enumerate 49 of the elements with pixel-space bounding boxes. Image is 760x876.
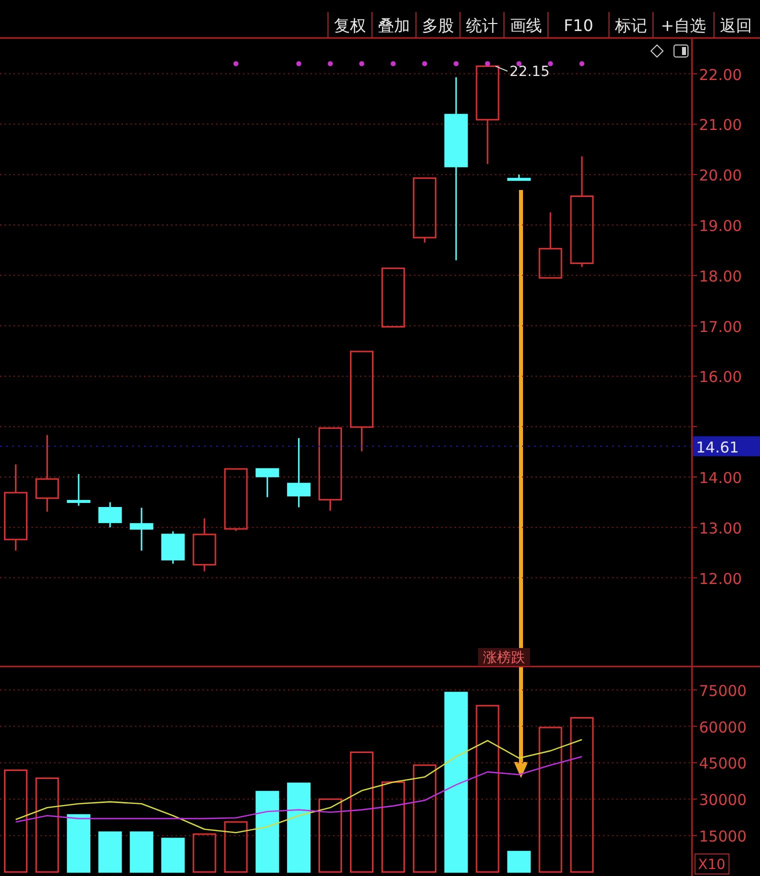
bar	[318, 798, 342, 873]
bar	[66, 814, 90, 873]
y-tick-label: 17.00	[699, 318, 742, 336]
text: 多股	[422, 16, 454, 35]
line-series	[15, 756, 583, 823]
bar	[476, 704, 500, 873]
text: 标记	[614, 16, 647, 35]
bar	[98, 831, 122, 873]
y-tick-label: 30000	[699, 791, 747, 810]
bar	[507, 850, 531, 873]
y-tick-label: 60000	[699, 718, 747, 736]
bar	[35, 778, 59, 873]
bar	[256, 790, 280, 873]
line-series	[15, 738, 583, 834]
text: 叠加	[378, 16, 410, 35]
text: X10	[698, 857, 726, 873]
bar	[287, 782, 311, 873]
bar	[412, 764, 436, 873]
text: 复权	[334, 16, 366, 35]
bar	[130, 831, 154, 873]
y-tick-label: 75000	[699, 682, 747, 700]
text: +自选	[660, 16, 706, 35]
bar	[381, 781, 405, 873]
bar	[4, 769, 28, 873]
y-tick-label: 21.00	[699, 116, 742, 134]
ref-line-label: 14.61	[696, 438, 739, 456]
y-tick-label: 19.00	[699, 216, 742, 235]
y-tick-label: 18.00	[699, 267, 742, 286]
bar	[224, 821, 248, 873]
y-tick-label: 14.00	[699, 468, 742, 487]
text: 画线	[510, 16, 542, 35]
bar	[570, 717, 594, 873]
text: 统计	[466, 16, 498, 35]
y-tick-label: 13.00	[699, 519, 742, 538]
text: F10	[564, 16, 594, 35]
y-tick-label: 20.00	[699, 166, 742, 185]
annotation: 涨榜跌	[483, 650, 525, 666]
bar	[161, 838, 185, 873]
y-tick-label: 22.00	[699, 66, 742, 84]
bar	[350, 752, 374, 873]
y-tick-label: 12.00	[699, 570, 742, 588]
bar	[538, 726, 562, 873]
bar	[192, 833, 216, 873]
text: 返回	[720, 16, 752, 35]
y-tick-label: 16.00	[699, 368, 742, 386]
y-tick-label: 15000	[699, 828, 747, 846]
y-tick-label: 45000	[699, 754, 747, 773]
annotation: 22.15	[510, 64, 550, 80]
bar	[444, 692, 468, 873]
